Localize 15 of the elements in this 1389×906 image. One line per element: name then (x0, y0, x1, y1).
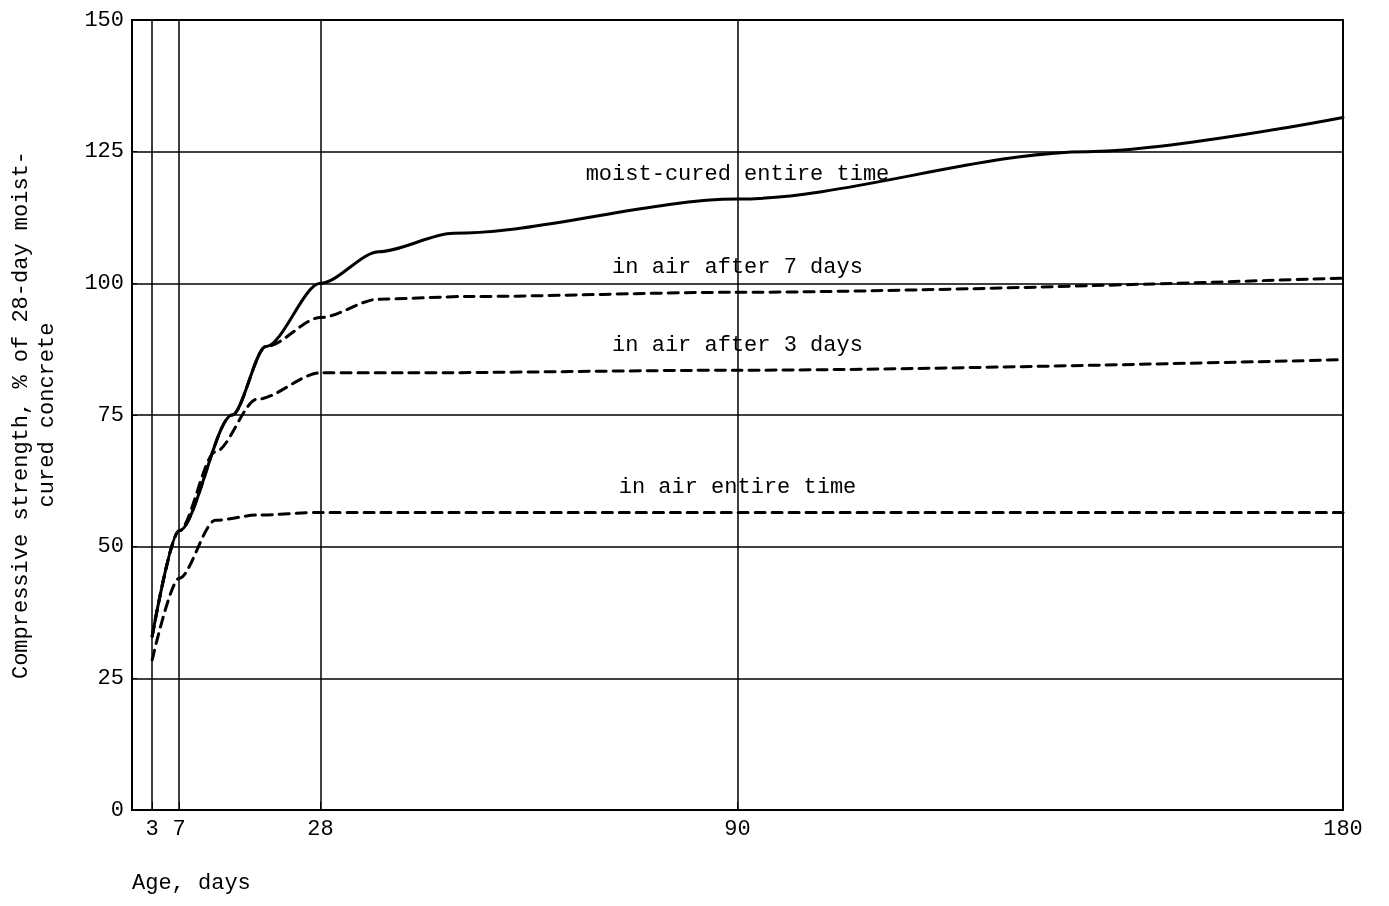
x-tick-label: 7 (172, 816, 186, 842)
series-label: moist-cured entire time (585, 161, 890, 187)
x-tick-label: 90 (724, 816, 751, 842)
y-tick-label: 75 (97, 402, 124, 428)
y-tick-label: 25 (97, 665, 124, 691)
x-tick-label: 28 (307, 816, 334, 842)
y-tick-label: 125 (84, 139, 124, 165)
y-tick-label: 0 (110, 797, 124, 823)
y-axis-title: Compressive strength, % of 28-day moist- cured concrete (8, 150, 60, 680)
x-axis-title: Age, days (132, 870, 251, 896)
y-tick-label: 50 (97, 534, 124, 560)
x-tick-label: 3 (145, 816, 159, 842)
y-tick-label: 100 (84, 270, 124, 296)
x-tick-label: 180 (1323, 816, 1363, 842)
y-tick-label: 150 (84, 7, 124, 33)
